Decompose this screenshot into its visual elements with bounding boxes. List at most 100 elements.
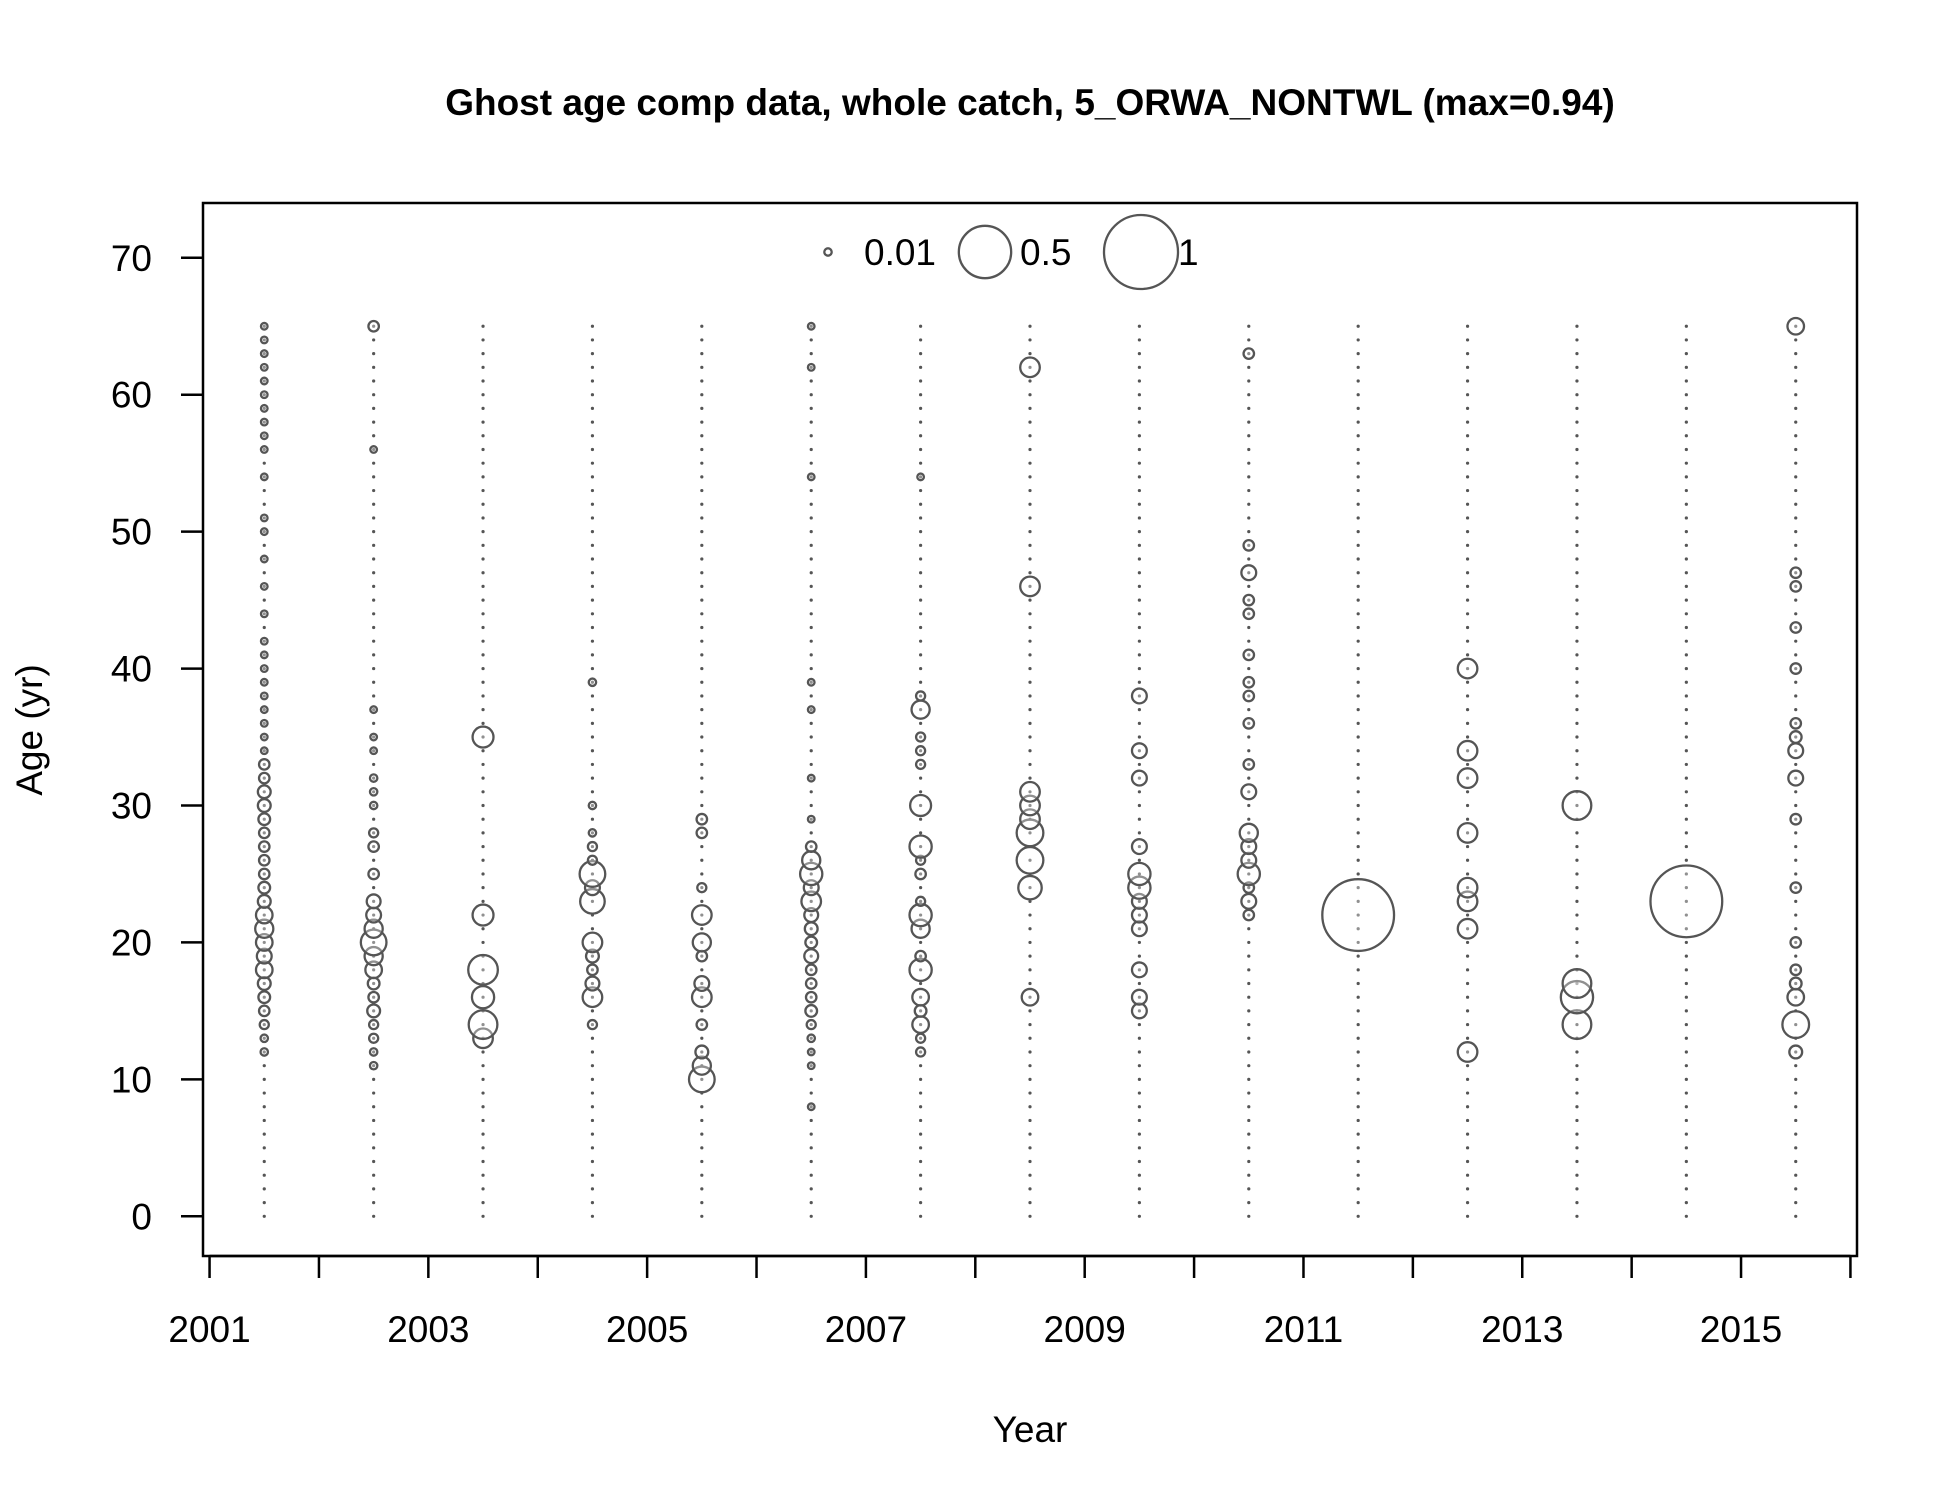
age-grid-dot bbox=[700, 940, 704, 945]
age-grid-dot bbox=[1356, 543, 1360, 547]
age-grid-dot bbox=[919, 968, 923, 972]
age-grid-dot bbox=[1465, 735, 1470, 739]
age-grid-dot bbox=[1794, 488, 1798, 493]
bubble-point bbox=[691, 932, 713, 953]
age-grid-dot bbox=[1684, 1064, 1688, 1068]
age-grid-dot bbox=[919, 365, 923, 369]
age-grid-dot bbox=[1028, 1173, 1032, 1177]
age-grid-dot bbox=[262, 571, 266, 575]
age-grid-dot bbox=[700, 776, 704, 780]
age-grid-dot bbox=[919, 981, 923, 986]
age-grid-dot bbox=[1575, 927, 1579, 931]
age-grid-dot bbox=[1247, 530, 1251, 534]
age-grid-dot bbox=[481, 1214, 485, 1218]
age-grid-dot bbox=[1028, 1022, 1032, 1027]
age-grid-dot bbox=[1794, 666, 1798, 671]
age-grid-dot bbox=[1575, 940, 1579, 945]
age-grid-dot bbox=[1794, 352, 1798, 356]
age-grid-dot bbox=[1247, 913, 1251, 917]
bubble-point bbox=[467, 1009, 499, 1041]
age-grid-dot bbox=[809, 940, 813, 945]
age-grid-dot bbox=[481, 557, 485, 561]
age-grid-dot bbox=[1137, 324, 1141, 328]
age-grid-dot bbox=[1575, 831, 1579, 835]
age-grid-dot bbox=[372, 406, 376, 410]
age-grid-dot bbox=[1794, 817, 1798, 821]
age-grid-dot bbox=[1684, 1022, 1688, 1027]
bubble-point bbox=[256, 784, 272, 800]
age-grid-dot bbox=[481, 872, 485, 876]
bubble-point bbox=[368, 1047, 379, 1057]
age-grid-dot bbox=[1356, 776, 1360, 780]
age-grid-dot bbox=[1794, 1077, 1798, 1081]
age-grid-dot bbox=[1356, 803, 1360, 808]
age-grid-dot bbox=[1794, 502, 1798, 506]
bubble-point bbox=[367, 840, 381, 853]
age-grid-dot bbox=[481, 749, 485, 753]
age-grid-dot bbox=[919, 680, 923, 684]
age-grid-dot bbox=[1247, 844, 1251, 849]
age-grid-dot bbox=[1465, 721, 1470, 725]
bubble-point bbox=[581, 931, 604, 954]
age-grid-dot bbox=[372, 543, 376, 547]
age-grid-dot bbox=[262, 434, 266, 438]
age-grid-dot bbox=[1028, 735, 1032, 739]
age-grid-dot bbox=[1575, 1118, 1579, 1123]
age-grid-dot bbox=[700, 817, 704, 821]
age-grid-dot bbox=[481, 393, 485, 397]
age-grid-dot bbox=[809, 1050, 813, 1054]
age-grid-dot bbox=[1465, 1050, 1470, 1054]
age-grid-dot bbox=[809, 365, 813, 369]
age-grid-dot bbox=[1137, 995, 1141, 999]
bubble-point bbox=[1649, 864, 1724, 939]
bubble-point bbox=[1238, 822, 1259, 844]
age-grid-dot bbox=[700, 708, 704, 712]
bubble-point bbox=[581, 986, 604, 1009]
age-grid-dot bbox=[700, 393, 704, 397]
age-grid-dot bbox=[262, 502, 266, 506]
age-grid-dot bbox=[919, 666, 923, 671]
bubble-point bbox=[259, 705, 269, 715]
age-grid-dot bbox=[262, 790, 266, 794]
age-grid-dot bbox=[1356, 625, 1360, 630]
age-grid-dot bbox=[1684, 790, 1688, 794]
age-grid-dot bbox=[1356, 488, 1360, 493]
bubble-point bbox=[365, 893, 382, 910]
age-grid-dot bbox=[372, 461, 376, 465]
age-grid-dot bbox=[1356, 1200, 1360, 1205]
age-grid-dot bbox=[809, 530, 813, 534]
age-grid-dot bbox=[1794, 735, 1798, 739]
age-grid-dot bbox=[1356, 831, 1360, 835]
bubble-point bbox=[369, 732, 379, 742]
age-grid-dot bbox=[481, 488, 485, 493]
age-grid-dot bbox=[1356, 598, 1360, 602]
bubble-point bbox=[804, 1003, 819, 1018]
age-grid-dot bbox=[1028, 420, 1032, 424]
age-grid-dot bbox=[372, 1200, 376, 1205]
age-grid-dot bbox=[590, 475, 595, 479]
bubble-point bbox=[1242, 675, 1256, 689]
bubble-point bbox=[690, 986, 713, 1009]
bubble-point bbox=[368, 773, 379, 783]
y-axis-label: Age (yr) bbox=[9, 664, 50, 796]
age-grid-dot bbox=[1684, 762, 1688, 767]
age-grid-dot bbox=[1684, 625, 1688, 630]
bubble-point bbox=[1019, 356, 1041, 379]
bubble-point bbox=[257, 826, 271, 840]
age-grid-dot bbox=[1684, 557, 1688, 561]
age-grid-dot bbox=[590, 1187, 595, 1191]
bubble-point bbox=[806, 773, 816, 783]
age-grid-dot bbox=[809, 927, 813, 931]
bubble-point bbox=[259, 513, 269, 523]
age-grid-dot bbox=[700, 954, 704, 958]
age-grid-dot bbox=[919, 708, 923, 712]
age-grid-dot bbox=[1684, 1105, 1688, 1109]
age-grid-dot bbox=[809, 981, 813, 986]
age-grid-dot bbox=[1575, 694, 1579, 698]
age-grid-dot bbox=[372, 803, 376, 808]
age-grid-dot bbox=[1465, 598, 1470, 602]
bubble-point bbox=[914, 1046, 927, 1058]
age-grid-dot bbox=[809, 461, 813, 465]
age-grid-dot bbox=[1465, 776, 1470, 780]
age-grid-dot bbox=[700, 803, 704, 808]
